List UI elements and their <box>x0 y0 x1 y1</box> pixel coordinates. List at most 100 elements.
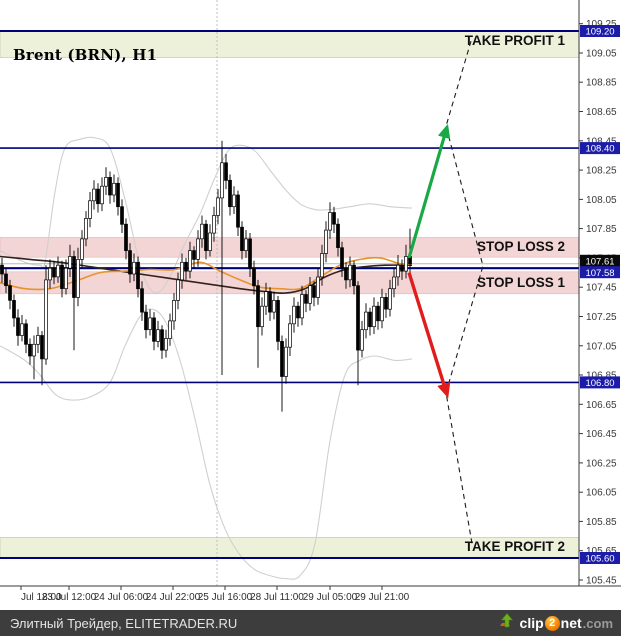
candle-bearish <box>368 311 372 328</box>
candle-bearish <box>340 247 344 269</box>
candle-bearish <box>276 300 280 342</box>
time-tick-label: 28 Jul 11:00 <box>250 592 304 603</box>
candle-bullish <box>328 212 332 231</box>
candle-bullish <box>20 323 24 336</box>
candle-bearish <box>108 177 112 196</box>
candle-bullish <box>404 256 408 272</box>
candle-bearish <box>152 317 156 342</box>
candle-bullish <box>112 182 116 196</box>
candle-bearish <box>8 285 12 301</box>
candle-bearish <box>16 317 20 336</box>
candle-bullish <box>216 197 220 216</box>
candle-bearish <box>12 300 16 319</box>
price-tick-label: 106.65 <box>586 400 617 411</box>
candle-bullish <box>180 261 184 281</box>
logo-text-dotcom: .com <box>582 615 613 631</box>
time-tick-label: 29 Jul 05:00 <box>303 592 358 603</box>
candle-bearish <box>52 267 56 278</box>
candle-bearish <box>256 285 260 328</box>
bullish-arrow[interactable] <box>407 123 451 259</box>
candle-bullish <box>392 276 396 290</box>
price-tick-label: 108.85 <box>586 78 617 89</box>
clip2net-logo[interactable]: clip 2 net .com <box>498 613 613 633</box>
candle-bearish <box>140 288 144 313</box>
time-tick-label: 23 Jul 12:00 <box>42 592 97 603</box>
candle-bullish <box>100 185 104 205</box>
candle-bearish <box>312 285 316 298</box>
time-tick-label: Jul 18:00 <box>21 592 62 603</box>
candle-bullish <box>212 215 216 234</box>
candle-bearish <box>204 223 208 251</box>
time-tick-label: 24 Jul 06:00 <box>94 592 149 603</box>
price-tick-label: 107.25 <box>586 312 617 323</box>
zone-label-stop-loss-1: STOP LOSS 1 <box>477 275 566 290</box>
price-chart[interactable]: TAKE PROFIT 1 STOP LOSS 2 STOP LOSS 1 TAKE … <box>0 0 621 608</box>
logo-text-clip: clip <box>519 615 544 631</box>
candle-bearish <box>0 264 4 275</box>
level-107.58-badge-text: 107.58 <box>585 268 614 279</box>
current-price-badge-text: 107.61 <box>585 256 614 267</box>
candle-bullish <box>308 285 312 304</box>
level-107.58-badge <box>580 266 620 279</box>
candle-bullish <box>348 264 352 281</box>
candle-bullish <box>396 264 400 278</box>
candle-bullish <box>260 305 264 328</box>
candle-bearish <box>352 264 356 287</box>
candle-bearish <box>252 267 256 287</box>
candle-bearish <box>136 261 140 290</box>
candle-bullish <box>364 311 368 331</box>
candle-bullish <box>288 323 292 348</box>
candle-bearish <box>376 305 380 322</box>
candle-bullish <box>292 305 296 325</box>
candle-bullish <box>172 300 176 322</box>
candle-bearish <box>224 162 228 181</box>
candle-bullish <box>244 238 248 251</box>
candle-bullish <box>284 346 288 377</box>
level-108.40-badge <box>580 142 620 155</box>
candle-bearish <box>236 194 240 228</box>
price-tick-label: 106.85 <box>586 371 617 382</box>
level-109.20-badge-text: 109.20 <box>585 27 614 38</box>
footer-credit-text: Элитный Трейдер, ELITETRADER.RU <box>10 615 238 631</box>
candle-bearish <box>120 206 124 225</box>
price-tick-label: 106.25 <box>586 458 617 469</box>
level-106.80-badge <box>580 376 620 389</box>
candle-bearish <box>40 335 44 360</box>
level-105.60-badge <box>580 552 620 564</box>
price-tick-label: 107.05 <box>586 341 617 352</box>
zone-label-take-profit-2: TAKE PROFIT 2 <box>465 539 565 554</box>
bearish-arrow[interactable] <box>407 272 451 399</box>
candle-bearish <box>296 305 300 319</box>
candle-bullish <box>208 232 212 251</box>
candle-bullish <box>156 329 160 342</box>
chart-symbol-title: Brent (BRN), H1 <box>13 46 158 64</box>
candle-bullish <box>380 297 384 322</box>
candle-bearish <box>228 179 232 208</box>
candle-bearish <box>192 250 196 260</box>
candle-bearish <box>24 323 28 345</box>
logo-badge-2: 2 <box>544 615 560 631</box>
logo-text-net: net <box>560 615 582 631</box>
candle-bullish <box>300 294 304 319</box>
time-tick-label: 24 Jul 22:00 <box>146 592 201 603</box>
price-tick-label: 108.05 <box>586 195 617 206</box>
candle-bullish <box>168 320 172 339</box>
candles-group <box>0 140 412 412</box>
price-tick-label: 108.45 <box>586 136 617 147</box>
projection-dashed-path[interactable] <box>445 41 484 544</box>
candle-bearish <box>4 273 8 287</box>
price-tick-label: 109.05 <box>586 49 617 60</box>
candle-bullish <box>232 194 236 208</box>
candle-bullish <box>360 329 364 351</box>
candle-bullish <box>36 335 40 345</box>
price-tick-label: 108.25 <box>586 166 617 177</box>
candle-bullish <box>220 162 224 199</box>
candle-bearish <box>240 226 244 251</box>
candle-bullish <box>64 267 68 290</box>
candle-bearish <box>400 264 404 272</box>
price-tick-label: 106.05 <box>586 488 617 499</box>
candle-bearish <box>128 250 132 275</box>
candle-bearish <box>268 291 272 313</box>
level-109.20-badge <box>580 25 620 37</box>
